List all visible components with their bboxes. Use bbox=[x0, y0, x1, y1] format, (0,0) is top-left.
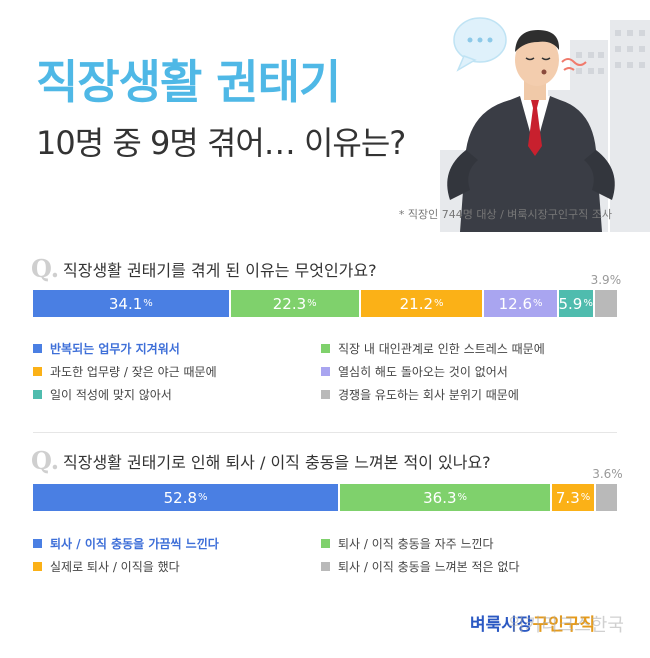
suit-body bbox=[460, 96, 602, 232]
legend-item: 열심히 해도 돌아오는 것이 없어서 bbox=[321, 363, 508, 380]
legend-swatch bbox=[321, 539, 330, 548]
percent-sign: % bbox=[583, 298, 593, 309]
legend-swatch bbox=[321, 390, 330, 399]
legend-label: 과도한 업무량 / 잦은 야근 때문에 bbox=[50, 365, 217, 379]
legend-label: 퇴사 / 이직 충동을 자주 느낀다 bbox=[338, 537, 494, 551]
percent-sign: % bbox=[580, 492, 591, 503]
legend-item: 퇴사 / 이직 충동을 느껴본 적은 없다 bbox=[321, 558, 520, 575]
page-title: 직장생활 권태기 bbox=[36, 55, 341, 109]
bar-value-label-outside: 3.9% bbox=[590, 273, 622, 287]
legend-label: 경쟁을 유도하는 회사 분위기 때문에 bbox=[338, 388, 519, 402]
header: 직장생활 권태기 10명 중 9명 겪어… 이유는? * 직장인 744명 대상… bbox=[0, 0, 650, 232]
bar-segment-5: 5.9% bbox=[558, 290, 593, 317]
legend-item: 경쟁을 유도하는 회사 분위기 때문에 bbox=[321, 386, 519, 403]
legend-label: 일이 적성에 맞지 않아서 bbox=[50, 388, 172, 402]
percent-sign: % bbox=[143, 298, 153, 309]
bar-value-label-outside: 3.6% bbox=[592, 467, 623, 481]
legend-label: 직장 내 대인관계로 인한 스트레스 때문에 bbox=[338, 342, 545, 356]
bar-segment-2: 36.3% bbox=[340, 484, 550, 511]
legend-swatch bbox=[33, 539, 42, 548]
bar-segment-3: 7.3% bbox=[551, 484, 595, 511]
percent-sign: % bbox=[457, 492, 468, 503]
legend-item: 직장 내 대인관계로 인한 스트레스 때문에 bbox=[321, 340, 545, 357]
legend-label: 실제로 퇴사 / 이직을 했다 bbox=[50, 560, 180, 574]
percent-sign: % bbox=[307, 298, 317, 309]
legend-label: 반복되는 업무가 지겨워서 bbox=[50, 342, 180, 356]
bar-segment-1: 52.8% bbox=[33, 484, 339, 511]
bar-segment-1: 34.1% bbox=[33, 290, 229, 317]
bar-value-label: 21.2 bbox=[399, 294, 434, 313]
bar-segment-4 bbox=[596, 484, 617, 511]
tie bbox=[528, 100, 542, 156]
question-2: 직장생활 권태기로 인해 퇴사 / 이직 충동을 느껴본 적이 있나요? bbox=[63, 453, 491, 472]
bar-segment-4: 12.6% bbox=[484, 290, 557, 317]
legend-swatch bbox=[321, 562, 330, 571]
brand-logo: 벼룩시장구인구직 bbox=[470, 610, 595, 635]
percent-sign: % bbox=[533, 298, 543, 309]
sigh-icon bbox=[561, 58, 587, 71]
bar-value-label: 7.3 bbox=[555, 488, 580, 507]
legend-swatch bbox=[321, 344, 330, 353]
divider bbox=[33, 432, 617, 433]
legend-item: 반복되는 업무가 지겨워서 bbox=[33, 340, 180, 357]
bar-value-label: 36.3 bbox=[423, 488, 457, 507]
percent-sign: % bbox=[434, 298, 444, 309]
legend-label: 퇴사 / 이직 충동을 가끔씩 느낀다 bbox=[50, 537, 219, 551]
legend-swatch bbox=[33, 562, 42, 571]
bar-value-label: 52.8 bbox=[163, 488, 198, 507]
legend-swatch bbox=[33, 367, 42, 376]
q-mark: Q. bbox=[31, 446, 60, 475]
businessman-illustration bbox=[440, 17, 650, 232]
legend-swatch bbox=[321, 367, 330, 376]
source-note: * 직장인 744명 대상 / 벼룩시장구인구직 조사 bbox=[398, 208, 612, 221]
bar-value-label: 5.9 bbox=[558, 294, 583, 313]
watermark: 위키리크스한국 bbox=[508, 615, 624, 636]
bar-segment-6 bbox=[594, 290, 617, 317]
legend-swatch bbox=[33, 344, 42, 353]
question-1: 직장생활 권태기를 겪게 된 이유는 무엇인가요? bbox=[63, 261, 377, 280]
speech-bubble-icon bbox=[453, 17, 507, 72]
legend-item: 퇴사 / 이직 충동을 자주 느낀다 bbox=[321, 535, 494, 552]
legend-label: 퇴사 / 이직 충동을 느껴본 적은 없다 bbox=[338, 560, 520, 574]
q-mark: Q. bbox=[31, 254, 60, 283]
legend-swatch bbox=[33, 390, 42, 399]
bar-value-label: 34.1 bbox=[108, 294, 143, 313]
legend-label: 열심히 해도 돌아오는 것이 없어서 bbox=[338, 365, 508, 379]
page-subtitle: 10명 중 9명 겪어… 이유는? bbox=[36, 124, 406, 162]
logo-part-1: 벼룩시장 bbox=[470, 615, 533, 635]
legend-item: 퇴사 / 이직 충동을 가끔씩 느낀다 bbox=[33, 535, 219, 552]
bar-segment-2: 22.3% bbox=[230, 290, 359, 317]
legend-item: 실제로 퇴사 / 이직을 했다 bbox=[33, 558, 180, 575]
legend-item: 과도한 업무량 / 잦은 야근 때문에 bbox=[33, 363, 217, 380]
percent-sign: % bbox=[198, 492, 208, 503]
logo-part-2: 구인구직 bbox=[532, 615, 596, 635]
bar-value-label: 12.6 bbox=[498, 294, 533, 313]
bar-segment-3: 21.2% bbox=[360, 290, 483, 317]
bar-value-label: 22.3 bbox=[272, 294, 307, 313]
legend-item: 일이 적성에 맞지 않아서 bbox=[33, 386, 172, 403]
stacked-bar-1: 34.1% 22.3% 21.2% 12.6% 5.9% 3.9% bbox=[33, 273, 621, 317]
stacked-bar-2: 52.8% 36.3% 7.3% 3.6% bbox=[33, 467, 623, 511]
